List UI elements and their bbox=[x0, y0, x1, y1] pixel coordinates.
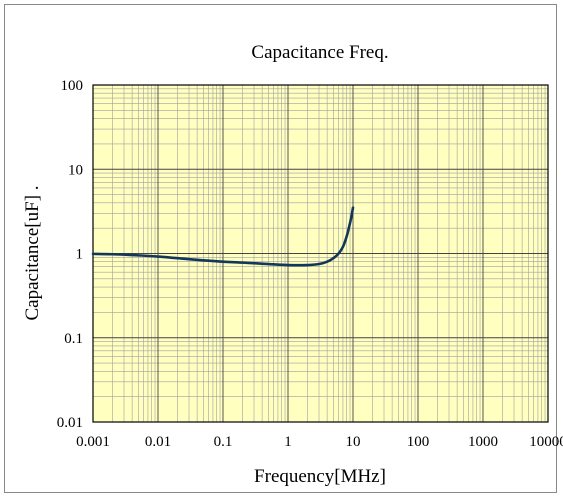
x-tick-labels: 0.001 0.01 0.1 1 10 100 1000 10000 bbox=[76, 434, 563, 450]
y-tick-label: 100 bbox=[61, 78, 84, 94]
y-tick-labels: 100 10 1 0.1 0.01 bbox=[57, 78, 83, 431]
y-tick-label: 0.1 bbox=[64, 331, 83, 347]
x-tick-label: 10 bbox=[346, 434, 361, 450]
series-line bbox=[91, 206, 355, 267]
x-tick-label: 0.01 bbox=[145, 434, 171, 450]
x-tick-label: 0.1 bbox=[214, 434, 233, 450]
x-axis-label: Frequency[MHz] bbox=[254, 466, 386, 487]
x-tick-label: 1000 bbox=[468, 434, 498, 450]
x-tick-label: 10000 bbox=[529, 434, 563, 450]
x-tick-label: 0.001 bbox=[76, 434, 110, 450]
chart-title: Capacitance Freq. bbox=[251, 42, 388, 63]
x-tick-label: 100 bbox=[407, 434, 430, 450]
major-gridlines bbox=[93, 85, 548, 422]
y-axis-label: Capacitance[uF] . bbox=[22, 185, 43, 320]
y-tick-label: 0.01 bbox=[57, 415, 83, 431]
x-tick-label: 1 bbox=[284, 434, 292, 450]
y-tick-label: 10 bbox=[68, 162, 83, 178]
y-tick-label: 1 bbox=[76, 247, 84, 263]
